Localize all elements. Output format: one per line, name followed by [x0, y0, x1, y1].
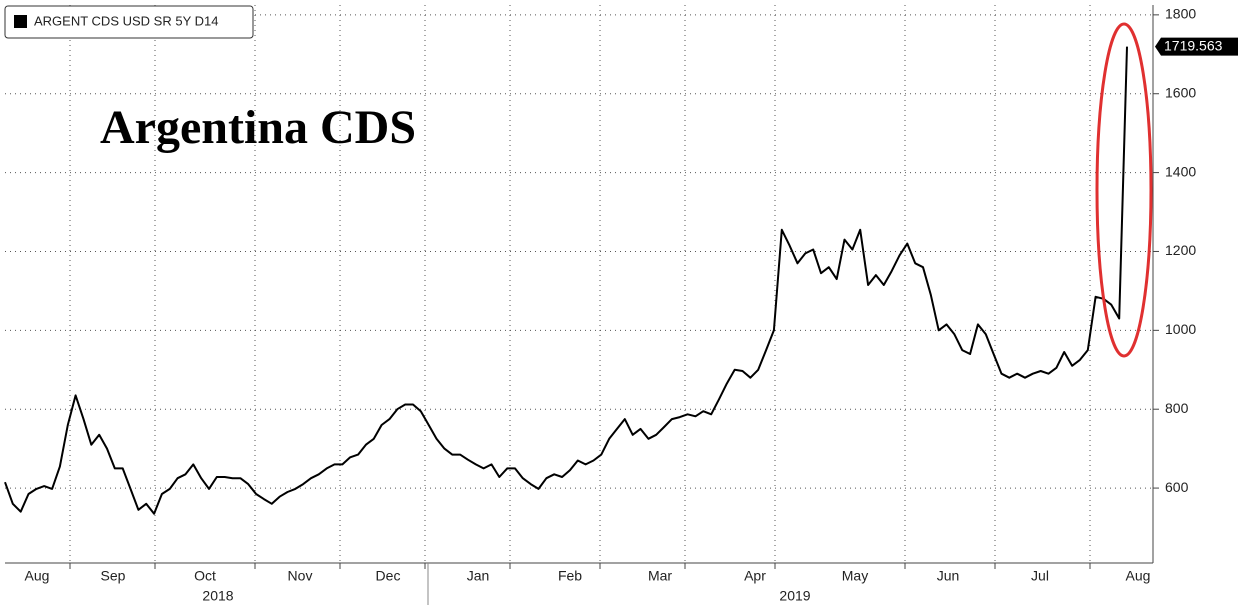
legend-swatch: [14, 15, 27, 28]
y-tick-label: 1800: [1165, 6, 1196, 22]
x-tick-label: Sep: [101, 568, 126, 584]
y-tick-label: 1000: [1165, 321, 1196, 337]
y-tick-label: 600: [1165, 479, 1189, 495]
grid: [5, 5, 1153, 563]
x-tick-label: Apr: [744, 568, 766, 584]
legend-label: ARGENT CDS USD SR 5Y D14: [34, 13, 218, 28]
x-tick-label: Mar: [648, 568, 672, 584]
y-tick-label: 800: [1165, 400, 1189, 416]
x-tick-label: Jul: [1031, 568, 1049, 584]
y-tick-label: 1600: [1165, 84, 1196, 100]
x-tick-label: Aug: [1126, 568, 1151, 584]
x-tick-label: Feb: [558, 568, 582, 584]
y-tick-label: 1200: [1165, 242, 1196, 258]
x-tick-label: Aug: [25, 568, 50, 584]
x-tick-label: May: [842, 568, 868, 584]
x-tick-label: Jun: [937, 568, 960, 584]
last-value-box: [1155, 37, 1238, 56]
plot: [4, 46, 1128, 515]
highlight-ellipse: [1095, 22, 1153, 358]
year-label: 2019: [779, 588, 810, 604]
legend-box: [4, 5, 254, 39]
series-line: [4, 46, 1128, 515]
x-tick-label: Jan: [467, 568, 490, 584]
last-value-label: 1719.563: [1164, 37, 1223, 53]
chart-title: Argentina CDS: [100, 101, 416, 154]
x-tick-label: Nov: [288, 568, 313, 584]
x-tick-label: Oct: [194, 568, 216, 584]
y-tick-label: 1400: [1165, 163, 1196, 179]
x-tick-label: Dec: [376, 568, 401, 584]
year-label: 2018: [202, 588, 233, 604]
